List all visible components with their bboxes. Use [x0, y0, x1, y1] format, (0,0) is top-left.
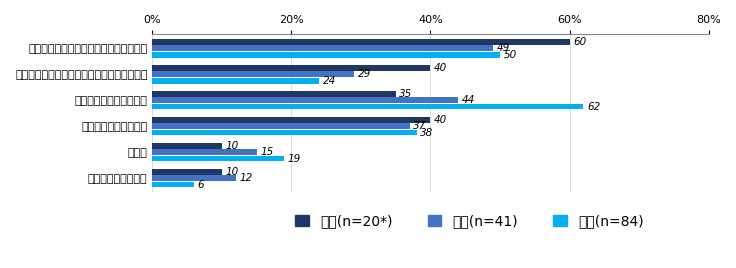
Bar — [152, 52, 500, 58]
Text: 15: 15 — [260, 147, 273, 157]
Text: 29: 29 — [358, 69, 371, 79]
Text: 35: 35 — [399, 89, 412, 99]
Text: 40: 40 — [434, 115, 447, 125]
Bar — [152, 46, 493, 51]
Legend: 自身(n=20*), 家族(n=41), 遣族(n=84): 自身(n=20*), 家族(n=41), 遣族(n=84) — [290, 209, 649, 234]
Bar — [152, 149, 257, 155]
Text: 40: 40 — [434, 63, 447, 73]
Bar — [152, 143, 222, 149]
Text: 37: 37 — [413, 121, 426, 131]
Bar — [152, 169, 222, 175]
Bar — [152, 65, 431, 71]
Text: 19: 19 — [288, 154, 301, 163]
Bar — [152, 182, 194, 187]
Bar — [152, 72, 354, 77]
Text: 38: 38 — [420, 128, 434, 137]
Text: 6: 6 — [197, 180, 204, 189]
Text: 24: 24 — [322, 76, 336, 86]
Bar — [152, 130, 417, 135]
Text: 10: 10 — [225, 167, 238, 177]
Bar — [152, 39, 570, 45]
Text: 12: 12 — [239, 173, 252, 183]
Bar — [152, 97, 459, 103]
Bar — [152, 175, 236, 181]
Bar — [152, 117, 431, 123]
Bar — [152, 104, 584, 110]
Text: 10: 10 — [225, 141, 238, 151]
Text: 44: 44 — [461, 95, 475, 105]
Text: 60: 60 — [573, 37, 587, 47]
Bar — [152, 156, 285, 161]
Bar — [152, 78, 319, 84]
Text: 62: 62 — [587, 102, 600, 112]
Bar — [152, 123, 410, 129]
Text: 50: 50 — [503, 50, 517, 60]
Bar — [152, 91, 396, 97]
Text: 49: 49 — [497, 43, 510, 53]
